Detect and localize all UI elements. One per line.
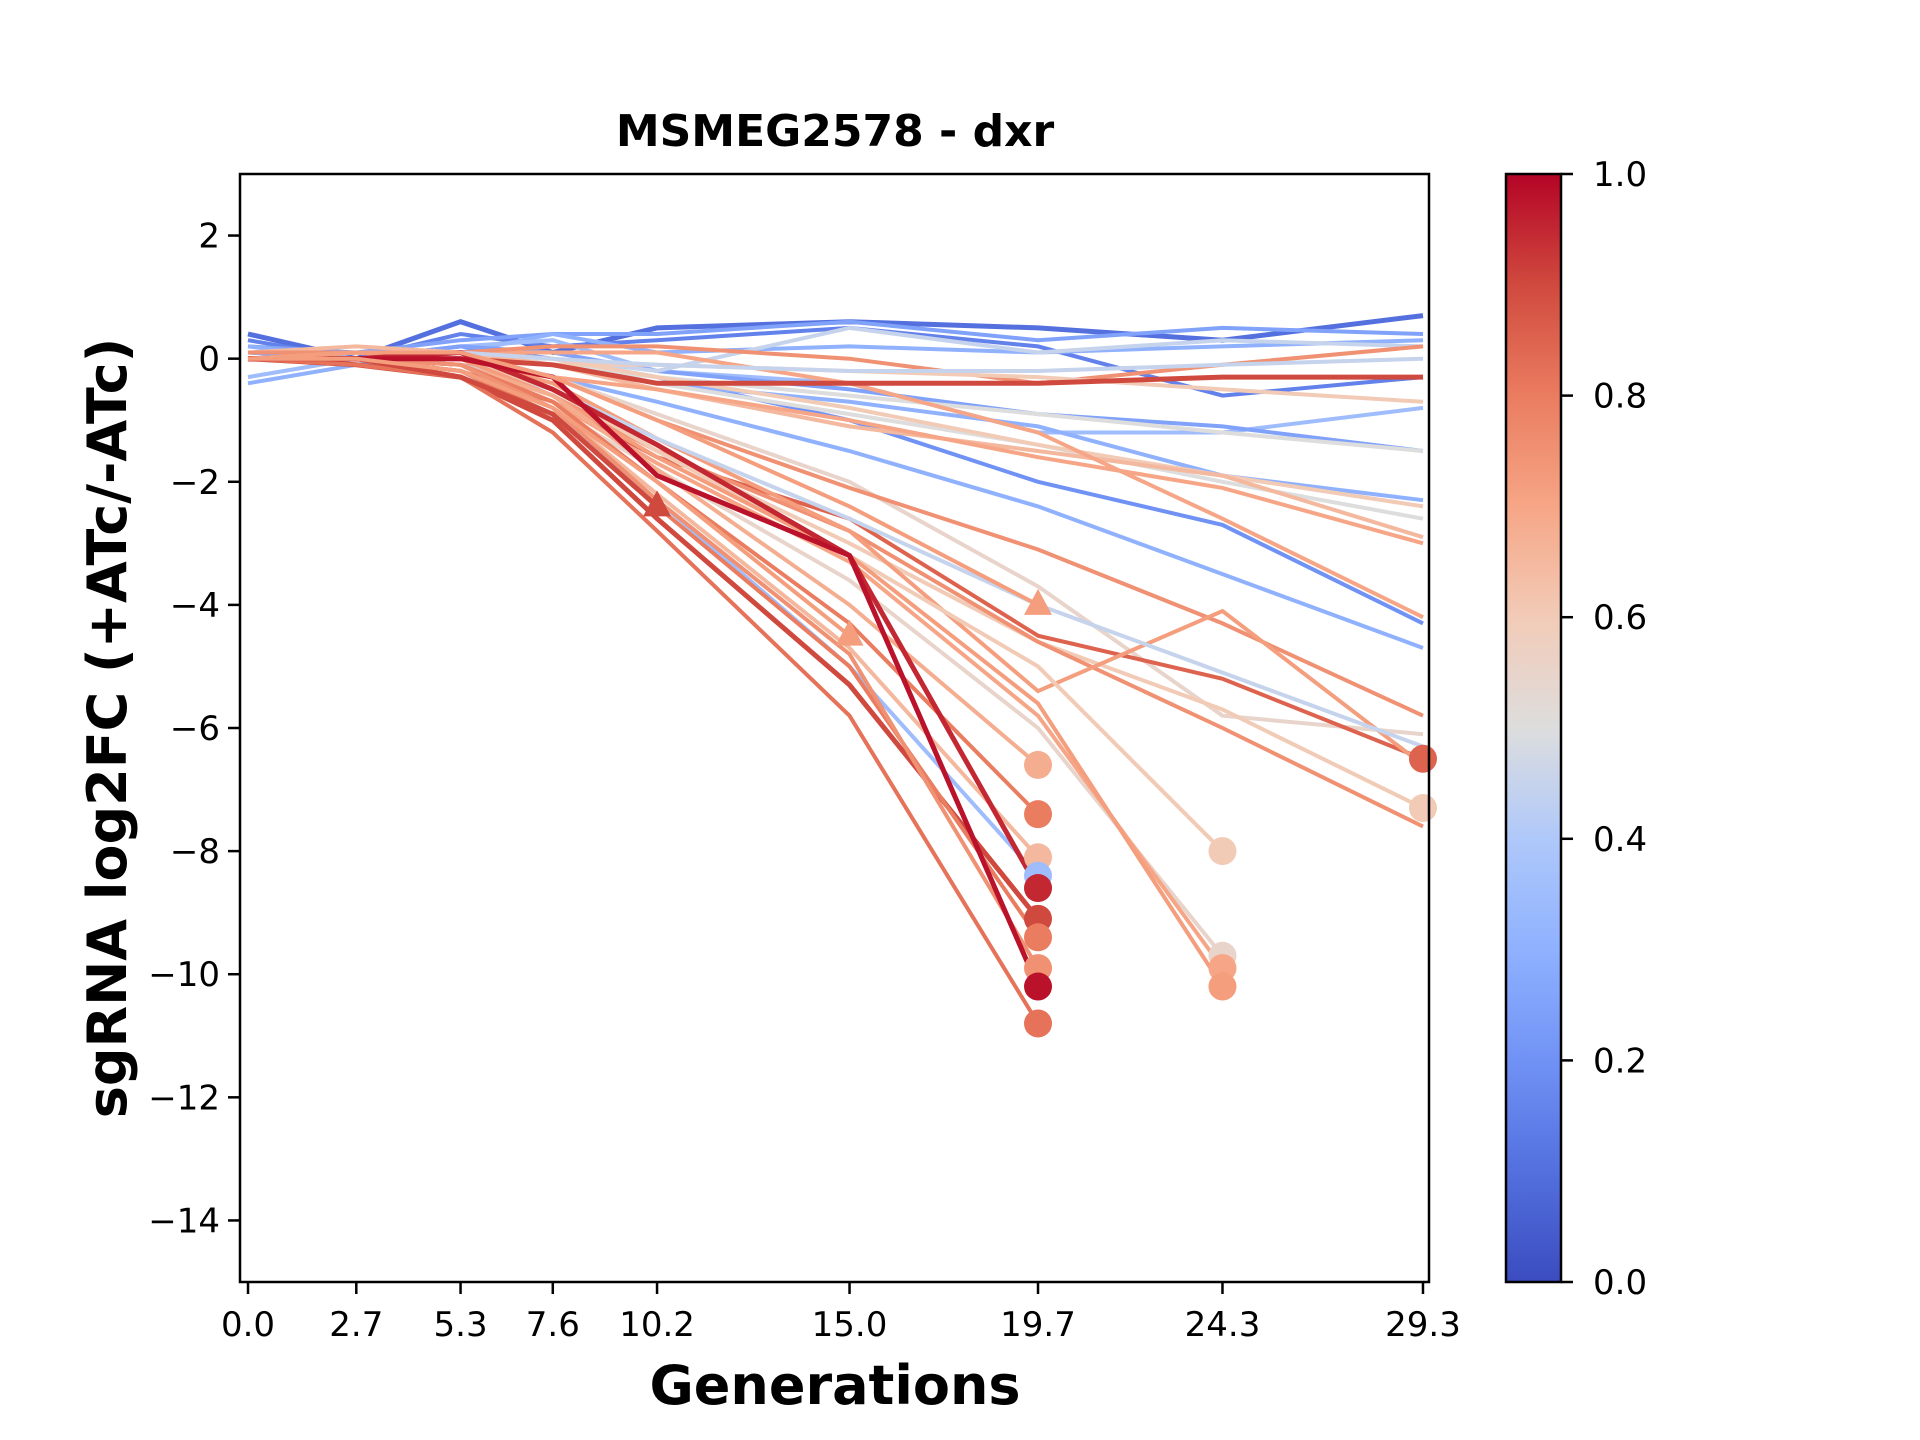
marker-layer <box>643 490 1437 1038</box>
x-tick-label: 19.7 <box>1000 1305 1076 1345</box>
y-tick-label: 2 <box>198 217 220 257</box>
series-line <box>247 356 1040 1025</box>
y-axis-label: sgRNA log2FC (+ATc/-ATc) <box>76 338 139 1119</box>
series-line <box>247 313 1424 362</box>
x-tick-label: 5.3 <box>434 1305 488 1345</box>
y-tick-label: −14 <box>148 1201 220 1241</box>
x-tick-label: 2.7 <box>329 1305 383 1345</box>
y-tick-label: −2 <box>170 463 220 503</box>
endpoint-circle-marker <box>1408 744 1437 773</box>
x-tick-label: 29.3 <box>1385 1305 1461 1345</box>
endpoint-circle-marker <box>1024 1009 1053 1038</box>
x-axis: 0.0 2.7 5.3 7.6 10.2 15.0 19.7 24.3 29.3 <box>221 1282 1461 1345</box>
colorbar-tick-label: 0.8 <box>1593 377 1647 417</box>
y-tick-label: −8 <box>170 832 220 872</box>
endpoint-circle-marker <box>1024 800 1053 829</box>
chart-title: MSMEG2578 - dxr <box>616 106 1055 157</box>
endpoint-circle-marker <box>1024 972 1053 1001</box>
colorbar-tick-label: 0.0 <box>1593 1263 1647 1303</box>
series-line <box>248 356 851 638</box>
x-tick-label: 0.0 <box>221 1305 275 1345</box>
endpoint-circle-marker <box>1024 874 1053 903</box>
endpoint-triangle-marker <box>1024 588 1053 615</box>
x-axis-label: Generations <box>649 1354 1020 1417</box>
colorbar-tick-label: 0.6 <box>1593 598 1647 638</box>
y-tick-label: −12 <box>148 1078 220 1118</box>
colorbar-tick-label: 0.4 <box>1593 820 1647 860</box>
endpoint-circle-marker <box>1024 923 1053 952</box>
series-layer <box>247 313 1425 1025</box>
series-line <box>247 350 1424 737</box>
series-line <box>247 350 1039 607</box>
endpoint-triangle-marker <box>643 490 672 517</box>
x-tick-label: 7.6 <box>526 1305 580 1345</box>
colorbar-tick-label: 1.0 <box>1593 155 1647 195</box>
colorbar-gradient <box>1504 172 1563 1284</box>
endpoint-circle-marker <box>1024 750 1053 779</box>
x-tick-label: 10.2 <box>619 1305 695 1345</box>
endpoint-triangle-marker <box>835 619 864 646</box>
x-tick-label: 15.0 <box>812 1305 888 1345</box>
y-tick-label: −4 <box>170 586 220 626</box>
colorbar-ticks: 0.0 0.2 0.4 0.6 0.8 1.0 <box>1561 155 1647 1303</box>
colorbar-tick-label: 0.2 <box>1593 1041 1647 1081</box>
y-tick-label: −6 <box>170 709 220 749</box>
endpoint-circle-marker <box>1208 972 1237 1001</box>
x-tick-label: 24.3 <box>1185 1305 1261 1345</box>
endpoint-circle-marker <box>1408 794 1437 823</box>
colorbar: 0.0 0.2 0.4 0.6 0.8 1.0 <box>1504 155 1647 1303</box>
y-tick-label: −10 <box>148 955 220 995</box>
y-tick-label: 0 <box>198 340 220 380</box>
y-axis: 2 0 −2 −4 −6 −8 −10 −12 −14 <box>148 217 240 1241</box>
endpoint-circle-marker <box>1208 837 1237 866</box>
